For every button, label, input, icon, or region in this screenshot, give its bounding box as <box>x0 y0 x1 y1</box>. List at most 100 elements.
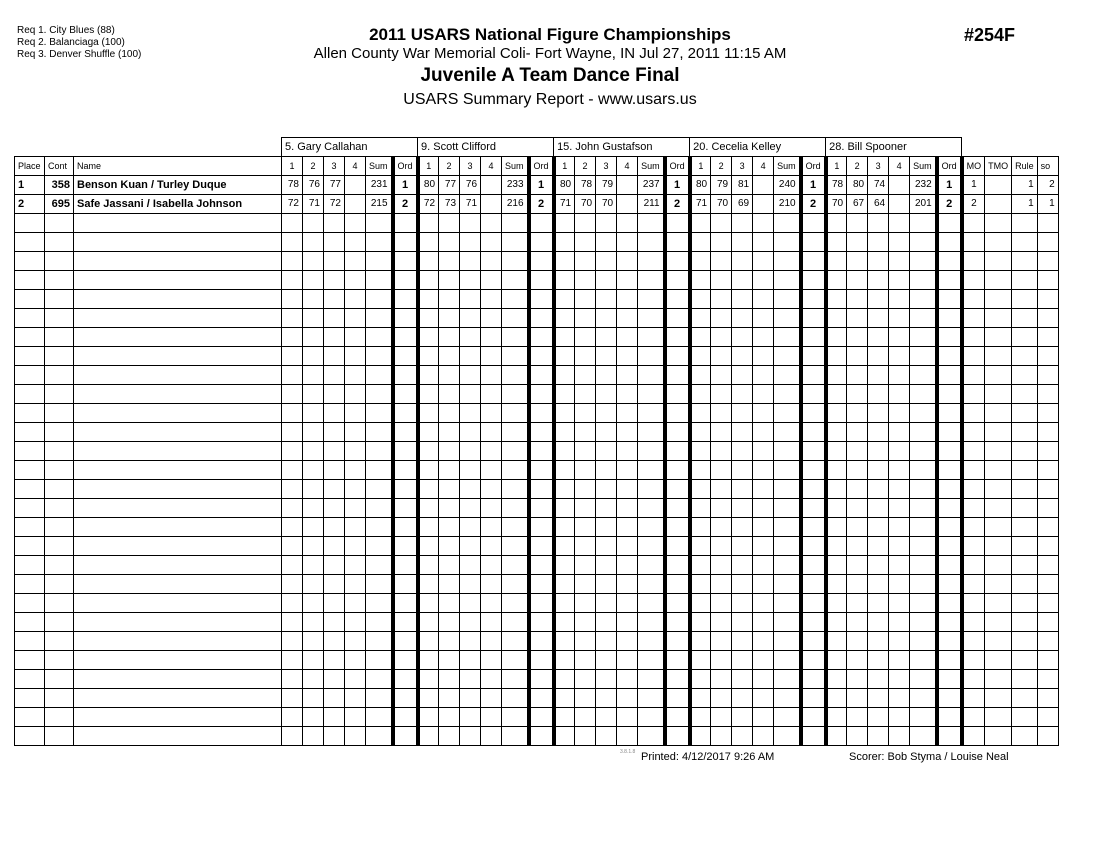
score-cell <box>616 346 639 366</box>
ordinal-cell <box>798 612 828 632</box>
score-cell: 78 <box>574 175 597 195</box>
score-cell <box>752 422 775 442</box>
score-cell <box>281 688 303 708</box>
score-cell <box>281 536 303 556</box>
score-cell <box>438 308 461 328</box>
sum-cell <box>909 365 938 385</box>
score-cell <box>323 707 345 727</box>
rule-cell: 1 <box>1011 175 1038 195</box>
score-cell <box>616 593 639 613</box>
score-cell <box>438 441 461 461</box>
ordinal-cell <box>798 688 828 708</box>
contestant-number-cell <box>44 688 74 708</box>
sum-cell <box>501 688 530 708</box>
score-cell <box>459 707 482 727</box>
place-cell <box>14 631 45 651</box>
score-cell <box>846 441 869 461</box>
sum-cell <box>637 669 666 689</box>
score-cell <box>344 574 366 594</box>
score-cell <box>480 251 503 271</box>
score-cell <box>710 536 733 556</box>
ordinal-cell <box>526 403 556 423</box>
place-cell <box>14 460 45 480</box>
ordinal-cell <box>526 498 556 518</box>
score-cell <box>574 479 597 499</box>
ordinal-cell <box>526 384 556 404</box>
so-cell <box>1036 555 1059 575</box>
score-cell <box>752 308 775 328</box>
empty-row <box>14 308 1059 328</box>
sum-cell <box>364 384 394 404</box>
score-cell <box>731 726 754 746</box>
so-cell <box>1036 460 1059 480</box>
sum-cell <box>909 346 938 366</box>
column-header: 3 <box>459 156 482 176</box>
score-cell <box>480 232 503 252</box>
tmo-cell <box>984 308 1013 328</box>
score-cell <box>888 707 911 727</box>
mo-cell <box>961 555 986 575</box>
sum-cell <box>364 479 394 499</box>
score-cell <box>825 422 848 442</box>
sum-cell <box>637 726 666 746</box>
ordinal-cell: 1 <box>934 175 964 195</box>
score-cell <box>574 384 597 404</box>
score-cell <box>553 384 576 404</box>
sum-cell <box>501 498 530 518</box>
sum-cell <box>909 232 938 252</box>
sum-cell <box>501 308 530 328</box>
sum-cell <box>909 422 938 442</box>
score-cell <box>281 289 303 309</box>
score-cell: 71 <box>459 194 482 214</box>
place-cell <box>14 479 45 499</box>
score-cell <box>689 574 712 594</box>
score-cell <box>302 498 324 518</box>
score-cell <box>417 327 440 347</box>
ordinal-cell <box>798 650 828 670</box>
name-cell <box>73 327 282 347</box>
tmo-cell <box>984 346 1013 366</box>
name-cell <box>73 403 282 423</box>
score-cell <box>616 232 639 252</box>
score-cell: 72 <box>323 194 345 214</box>
score-cell: 69 <box>731 194 754 214</box>
column-header: Ord <box>934 156 964 176</box>
score-cell <box>846 707 869 727</box>
score-cell <box>867 726 890 746</box>
score-cell <box>846 726 869 746</box>
score-cell <box>344 555 366 575</box>
judge-name: 9. Scott Clifford <box>417 137 555 157</box>
sum-cell <box>637 403 666 423</box>
sum-cell <box>773 308 802 328</box>
table-row: 2 695 Safe Jassani / Isabella Johnson 72 71 7… <box>14 194 1059 214</box>
ordinal-cell <box>390 308 420 328</box>
score-cell <box>480 308 503 328</box>
score-cell <box>846 593 869 613</box>
score-cell <box>344 308 366 328</box>
score-cell <box>689 232 712 252</box>
mo-cell <box>961 498 986 518</box>
score-cell <box>595 574 618 594</box>
score-cell <box>825 289 848 309</box>
column-header: Ord <box>798 156 828 176</box>
score-cell <box>480 612 503 632</box>
score-cell <box>888 612 911 632</box>
sum-cell <box>364 232 394 252</box>
ordinal-cell <box>390 422 420 442</box>
tmo-cell <box>984 365 1013 385</box>
column-header: Sum <box>637 156 666 176</box>
score-cell <box>459 669 482 689</box>
sum-cell <box>909 403 938 423</box>
score-cell <box>302 346 324 366</box>
column-header: 4 <box>616 156 639 176</box>
ordinal-cell <box>526 422 556 442</box>
score-cell <box>825 479 848 499</box>
score-cell <box>752 270 775 290</box>
score-cell <box>689 441 712 461</box>
score-cell <box>710 308 733 328</box>
ordinal-cell <box>390 403 420 423</box>
score-cell <box>710 460 733 480</box>
score-cell <box>825 384 848 404</box>
sum-cell <box>501 403 530 423</box>
score-cell <box>846 327 869 347</box>
